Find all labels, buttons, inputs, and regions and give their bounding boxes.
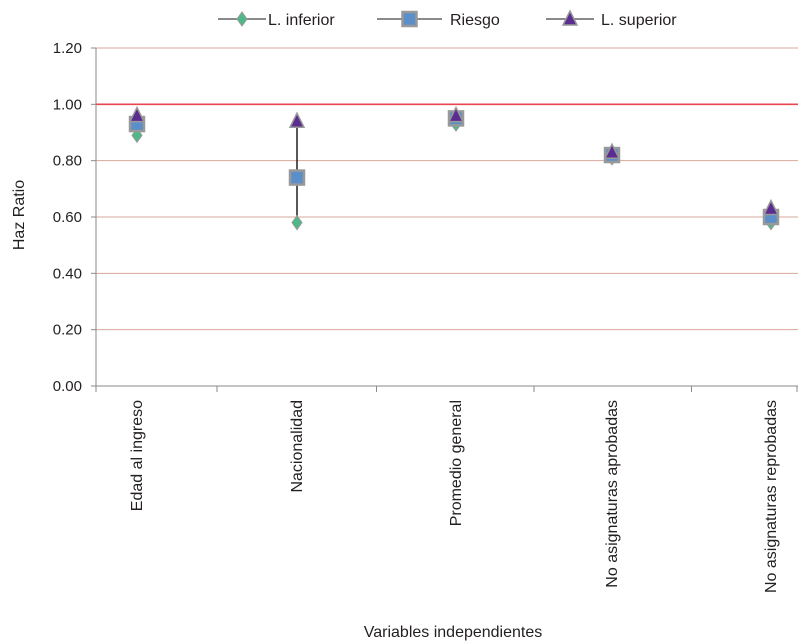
- x-axis-ticks: Edad al ingreso Nacionalidad Promedio gene…: [129, 400, 780, 593]
- square-marker: [288, 169, 306, 186]
- legend-item: Riesgo: [377, 10, 500, 29]
- x-tick-label: Promedio general: [448, 400, 465, 526]
- y-tick-label: 0.80: [53, 153, 82, 170]
- y-tick-label: 0.40: [53, 265, 82, 282]
- triangle-marker: [128, 105, 146, 123]
- y-tick-label: 0.60: [53, 209, 82, 226]
- legend-triangle-icon: [561, 9, 579, 26]
- y-axis-ticks: 0.00 0.20 0.40 0.60 0.80 1.00 1.20: [53, 40, 96, 395]
- y-tick-label: 0.00: [53, 378, 82, 395]
- legend-diamond-icon: [236, 11, 248, 27]
- y-tick-label: 0.20: [53, 322, 82, 339]
- legend-item: L. superior: [546, 9, 677, 29]
- triangle-marker: [762, 198, 780, 216]
- legend-label: L. inferior: [268, 12, 335, 29]
- triangle-marker: [288, 111, 306, 128]
- x-tick-label: Nacionalidad: [289, 400, 306, 493]
- x-axis: [95, 48, 798, 392]
- x-tick-label: Edad al ingreso: [129, 400, 146, 511]
- x-tick-label: No asignaturas aprobadas: [604, 400, 621, 588]
- legend: L. inferior Riesgo L. superior: [218, 9, 677, 29]
- data-markers: [128, 105, 780, 231]
- legend-label: Riesgo: [450, 12, 500, 29]
- error-bars: [136, 115, 772, 223]
- y-axis-title: Haz Ratio: [11, 180, 28, 250]
- legend-label: L. superior: [601, 12, 677, 29]
- triangle-marker: [447, 105, 465, 123]
- y-tick-label: 1.00: [53, 96, 82, 113]
- y-tick-label: 1.20: [53, 40, 82, 57]
- triangle-marker: [603, 142, 621, 159]
- x-tick-label: No asignaturas reprobadas: [763, 400, 780, 593]
- legend-square-icon: [401, 10, 418, 28]
- diamond-marker: [291, 214, 303, 231]
- legend-item: L. inferior: [218, 11, 335, 29]
- x-axis-title: Variables independientes: [364, 624, 543, 641]
- gridlines: [96, 47, 798, 331]
